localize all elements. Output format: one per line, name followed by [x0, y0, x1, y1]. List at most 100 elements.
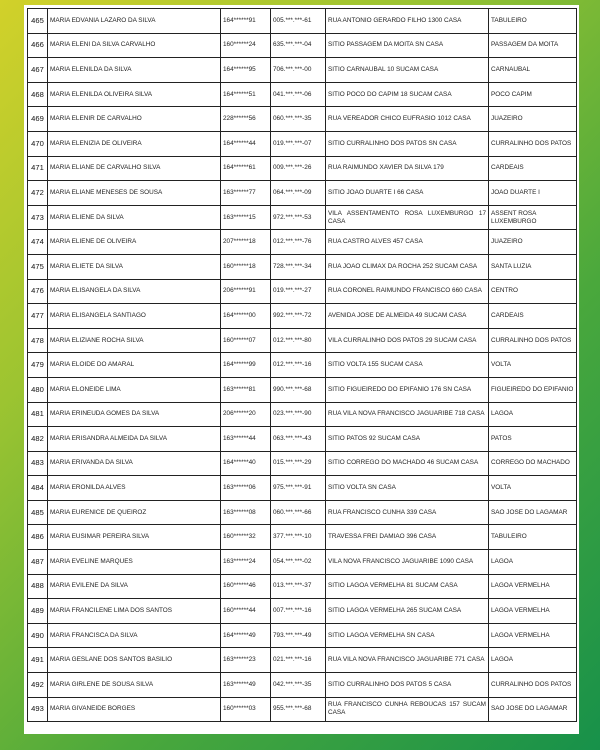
- person-name-cell: MARIA ELIANE DE CARVALHO SILVA: [47, 155, 221, 182]
- nis-number-cell: 164******95: [220, 57, 271, 83]
- person-name-cell: MARIA ELIENE DE OLIVEIRA: [47, 229, 221, 255]
- row-number-cell: 470: [27, 130, 48, 157]
- locality-cell: LAGOA: [488, 401, 577, 428]
- person-name-cell: MARIA ELOIDE DO AMARAL: [47, 352, 221, 378]
- nis-number-cell: 164******99: [220, 352, 271, 378]
- address-cell: RUA CASTRO ALVES 457 CASA: [325, 229, 489, 255]
- address-cell: SITIO LAGOA VERMELHA SN CASA: [325, 622, 489, 649]
- nis-number-cell: 163******23: [220, 647, 271, 674]
- address-cell: SITIO LAGOA VERMELHA 265 SUCAM CASA: [325, 598, 489, 624]
- address-cell: SITIO POCO DO CAPIM 18 SUCAM CASA: [325, 81, 489, 108]
- table-row: 486 MARIA EUSIMAR PEREIRA SILVA 160******3…: [27, 524, 577, 551]
- row-number-cell: 479: [27, 352, 48, 378]
- table-row: 487 MARIA EVELINE MARQUES 163******24 054.*…: [27, 549, 577, 575]
- table-row: 492 MARIA GIRLENE DE SOUSA SILVA 163******…: [27, 672, 577, 698]
- row-number-cell: 481: [27, 401, 48, 428]
- table-row: 478 MARIA ELIZIANE ROCHA SILVA 160******07…: [27, 327, 577, 354]
- cpf-number-cell: 042.***.***-35: [270, 672, 326, 698]
- person-name-cell: MARIA ERIVANDA DA SILVA: [47, 450, 221, 477]
- locality-cell: JUAZEIRO: [488, 106, 577, 132]
- nis-number-cell: 160******03: [220, 696, 271, 723]
- cpf-number-cell: 377.***.***-10: [270, 524, 326, 551]
- locality-cell: CORREGO DO MACHADO: [488, 450, 577, 477]
- address-cell: SITIO CARNAUBAL 10 SUCAM CASA: [325, 57, 489, 83]
- row-number-cell: 489: [27, 598, 48, 624]
- row-number-cell: 485: [27, 499, 48, 526]
- cpf-number-cell: 007.***.***-16: [270, 598, 326, 624]
- locality-cell: JUAZEIRO: [488, 229, 577, 255]
- table-row: 489 MARIA FRANCILENE LIMA DOS SANTOS 160**…: [27, 598, 577, 624]
- nis-number-cell: 163******06: [220, 475, 271, 501]
- nis-number-cell: 163******81: [220, 376, 271, 403]
- cpf-number-cell: 063.***.***-43: [270, 426, 326, 452]
- cpf-number-cell: 972.***.***-53: [270, 204, 326, 231]
- row-number-cell: 472: [27, 180, 48, 206]
- person-name-cell: MARIA EVILENE DA SILVA: [47, 573, 221, 600]
- cpf-number-cell: 054.***.***-02: [270, 549, 326, 575]
- person-name-cell: MARIA EUSIMAR PEREIRA SILVA: [47, 524, 221, 551]
- row-number-cell: 490: [27, 622, 48, 649]
- row-number-cell: 468: [27, 81, 48, 108]
- cpf-number-cell: 990.***.***-68: [270, 376, 326, 403]
- address-cell: SITIO CORREGO DO MACHADO 46 SUCAM CASA: [325, 450, 489, 477]
- locality-cell: JOAO DUARTE I: [488, 180, 577, 206]
- person-name-cell: MARIA ELISANGELA DA SILVA: [47, 278, 221, 305]
- table-row: 472 MARIA ELIANE MENESES DE SOUSA 163*****…: [27, 180, 577, 206]
- address-cell: RUA JOAO CLIMAX DA ROCHA 252 SUCAM CASA: [325, 253, 489, 280]
- locality-cell: PATOS: [488, 426, 577, 452]
- locality-cell: ASSENT ROSA LUXEMBURGO: [488, 204, 577, 231]
- nis-number-cell: 164******00: [220, 303, 271, 329]
- table-row: 490 MARIA FRANCISCA DA SILVA 164******49 79…: [27, 622, 577, 649]
- cpf-number-cell: 975.***.***-91: [270, 475, 326, 501]
- cpf-number-cell: 012.***.***-80: [270, 327, 326, 354]
- cpf-number-cell: 635.***.***-04: [270, 32, 326, 59]
- cpf-number-cell: 009.***.***-26: [270, 155, 326, 182]
- address-cell: RUA ANTONIO GERARDO FILHO 1300 CASA: [325, 8, 489, 34]
- cpf-number-cell: 015.***.***-29: [270, 450, 326, 477]
- table-row: 470 MARIA ELENIZIA DE OLIVEIRA 164******44…: [27, 130, 577, 157]
- address-cell: SITIO FIGUEIREDO DO EPIFANIO 176 SN CASA: [325, 376, 489, 403]
- person-name-cell: MARIA ELONEIDE LIMA: [47, 376, 221, 403]
- person-name-cell: MARIA EURENICE DE QUEIROZ: [47, 499, 221, 526]
- row-number-cell: 486: [27, 524, 48, 551]
- locality-cell: LAGOA: [488, 549, 577, 575]
- address-cell: RUA VILA NOVA FRANCISCO JAGUARIBE 718 CA…: [325, 401, 489, 428]
- person-name-cell: MARIA ELENI DA SILVA CARVALHO: [47, 32, 221, 59]
- person-name-cell: MARIA GESLANE DOS SANTOS BASILIO: [47, 647, 221, 674]
- row-number-cell: 480: [27, 376, 48, 403]
- row-number-cell: 467: [27, 57, 48, 83]
- row-number-cell: 492: [27, 672, 48, 698]
- row-number-cell: 473: [27, 204, 48, 231]
- person-name-cell: MARIA FRANCILENE LIMA DOS SANTOS: [47, 598, 221, 624]
- address-cell: SITIO CURRALINHO DOS PATOS 5 CASA: [325, 672, 489, 698]
- table-row: 488 MARIA EVILENE DA SILVA 160******46 013.…: [27, 573, 577, 600]
- nis-number-cell: 164******44: [220, 130, 271, 157]
- table-row: 474 MARIA ELIENE DE OLIVEIRA 207******18 01…: [27, 229, 577, 255]
- table-row: 466 MARIA ELENI DA SILVA CARVALHO 160*****…: [27, 32, 577, 59]
- person-name-cell: MARIA ELIANE MENESES DE SOUSA: [47, 180, 221, 206]
- person-name-cell: MARIA EVELINE MARQUES: [47, 549, 221, 575]
- address-cell: SITIO LAGOA VERMELHA 81 SUCAM CASA: [325, 573, 489, 600]
- locality-cell: CARNAUBAL: [488, 57, 577, 83]
- address-cell: RUA FRANCISCO CUNHA 339 CASA: [325, 499, 489, 526]
- person-name-cell: MARIA ELIENE DA SILVA: [47, 204, 221, 231]
- person-name-cell: MARIA EDVANIA LAZARO DA SILVA: [47, 8, 221, 34]
- locality-cell: LAGOA VERMELHA: [488, 573, 577, 600]
- locality-cell: SAO JOSE DO LAGAMAR: [488, 696, 577, 723]
- person-name-cell: MARIA GIVANEIDE BORGES: [47, 696, 221, 723]
- person-name-cell: MARIA ERONILDA ALVES: [47, 475, 221, 501]
- table-row: 465 MARIA EDVANIA LAZARO DA SILVA 164*****…: [27, 8, 577, 34]
- table-row: 491 MARIA GESLANE DOS SANTOS BASILIO 163**…: [27, 647, 577, 674]
- locality-cell: LAGOA VERMELHA: [488, 598, 577, 624]
- address-cell: SITIO VOLTA SN CASA: [325, 475, 489, 501]
- person-name-cell: MARIA ELENILDA DA SILVA: [47, 57, 221, 83]
- address-cell: SITIO PATOS 92 SUCAM CASA: [325, 426, 489, 452]
- person-name-cell: MARIA ELIZIANE ROCHA SILVA: [47, 327, 221, 354]
- cpf-number-cell: 992.***.***-72: [270, 303, 326, 329]
- nis-number-cell: 163******49: [220, 672, 271, 698]
- table-row: 483 MARIA ERIVANDA DA SILVA 164******40 015…: [27, 450, 577, 477]
- cpf-number-cell: 793.***.***-49: [270, 622, 326, 649]
- person-name-cell: MARIA ELENIR DE CARVALHO: [47, 106, 221, 132]
- cpf-number-cell: 021.***.***-16: [270, 647, 326, 674]
- cpf-number-cell: 064.***.***-09: [270, 180, 326, 206]
